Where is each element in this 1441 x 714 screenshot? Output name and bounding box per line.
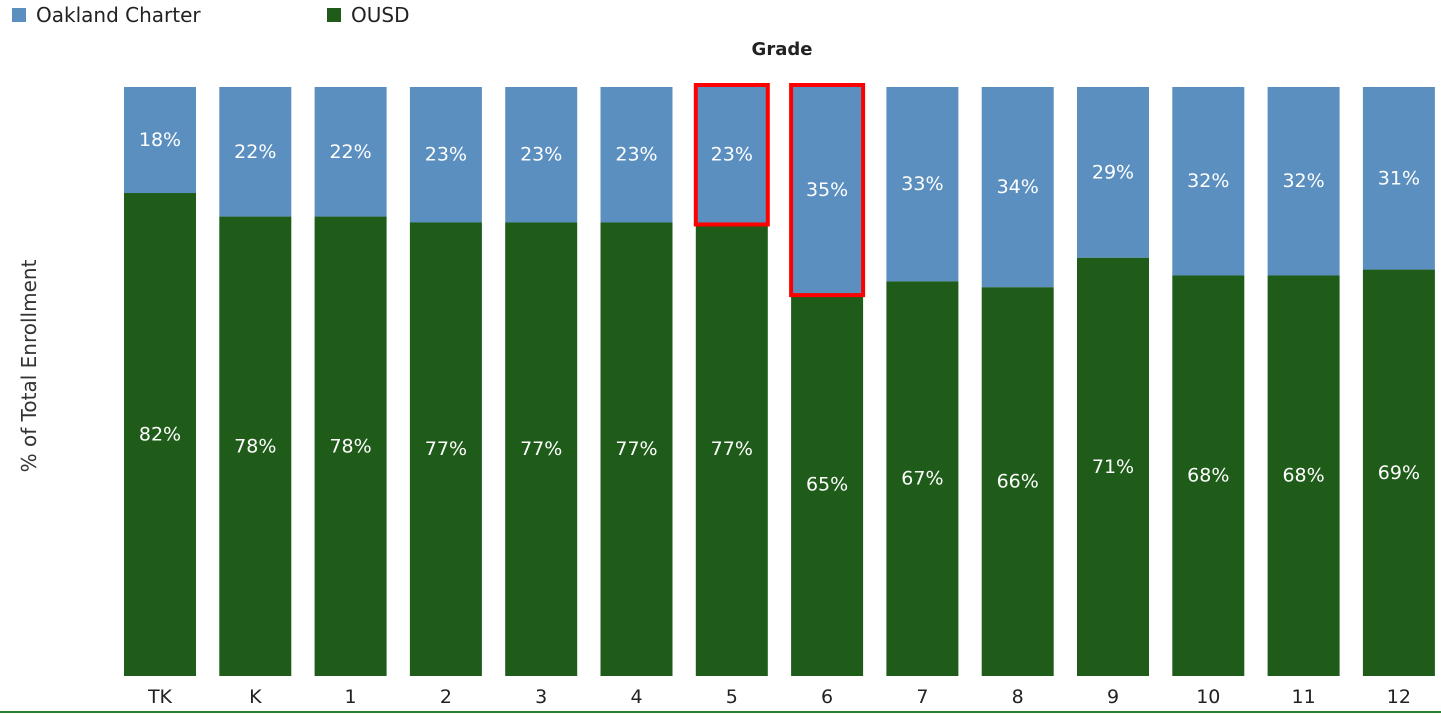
bar-ousd-6 <box>791 293 864 676</box>
data-label-ousd-11: 68% <box>1282 465 1324 487</box>
data-label-ousd-K: 78% <box>234 435 276 457</box>
bar-ousd-10 <box>1172 275 1245 676</box>
bar-ousd-5 <box>695 222 768 676</box>
x-tick-label-6: 6 <box>821 686 833 708</box>
x-axis-ticks: TK K 1 2 3 4 5 6 7 8 9 10 11 12 <box>147 686 1411 708</box>
data-label-ousd-7: 67% <box>901 468 943 490</box>
x-tick-label-5: 5 <box>726 686 738 708</box>
bar-ousd-1 <box>314 216 387 676</box>
data-label-oakland-charter-9: 29% <box>1092 161 1134 183</box>
data-label-oakland-charter-2: 23% <box>425 144 467 166</box>
x-tick-label-12: 12 <box>1387 686 1411 708</box>
data-label-ousd-9: 71% <box>1092 456 1134 478</box>
x-tick-label-11: 11 <box>1292 686 1316 708</box>
data-label-oakland-charter-6: 35% <box>806 179 848 201</box>
data-label-oakland-charter-8: 34% <box>997 176 1039 198</box>
x-tick-label-9: 9 <box>1107 686 1119 708</box>
x-tick-label-10: 10 <box>1196 686 1220 708</box>
data-label-ousd-2: 77% <box>425 438 467 460</box>
data-label-oakland-charter-12: 31% <box>1378 167 1420 189</box>
bar-ousd-8 <box>981 287 1054 676</box>
bar-oakland-charter-12 <box>1362 87 1435 270</box>
bar-oakland-charter-7 <box>886 87 959 282</box>
data-label-ousd-8: 66% <box>997 471 1039 493</box>
bar-oakland-charter-K <box>219 87 292 217</box>
bar-ousd-11 <box>1267 275 1340 676</box>
data-label-ousd-1: 78% <box>329 435 371 457</box>
legend-swatch-oakland-charter <box>12 8 26 22</box>
highlight-boxes <box>693 83 866 298</box>
data-label-ousd-5: 77% <box>711 438 753 460</box>
legend-label-ousd: OUSD <box>351 3 409 27</box>
bar-ousd-7 <box>886 281 959 676</box>
legend-swatch-ousd <box>327 8 341 22</box>
bar-ousd-4 <box>600 222 673 676</box>
bar-oakland-charter-6 <box>791 87 864 294</box>
legend: Oakland Charter OUSD <box>12 3 409 27</box>
bar-oakland-charter-4 <box>600 87 673 223</box>
data-label-ousd-3: 77% <box>520 438 562 460</box>
bar-oakland-charter-9 <box>1077 87 1149 258</box>
bars: 18% 82% 22% 78% 22% 78% 23% 77% 23% 77% 23% 77% 23% 7… <box>124 87 1435 676</box>
bar-ousd-12 <box>1362 269 1435 676</box>
x-tick-label-4: 4 <box>630 686 642 708</box>
highlight-box-6 <box>789 83 866 298</box>
bar-ousd-2 <box>409 222 482 676</box>
x-tick-label-K: K <box>249 686 262 708</box>
data-label-ousd-6: 65% <box>806 474 848 496</box>
bar-oakland-charter-5 <box>695 87 768 223</box>
data-label-oakland-charter-11: 32% <box>1282 170 1324 192</box>
bar-oakland-charter-2 <box>409 87 482 223</box>
x-tick-label-3: 3 <box>535 686 547 708</box>
x-axis-title: Grade <box>752 39 813 60</box>
data-label-oakland-charter-1: 22% <box>329 141 371 163</box>
bar-oakland-charter-TK <box>124 87 196 194</box>
highlight-box-5 <box>693 83 770 227</box>
bar-ousd-3 <box>505 222 578 676</box>
data-label-oakland-charter-5: 23% <box>711 144 753 166</box>
data-label-ousd-TK: 82% <box>139 424 181 446</box>
bar-oakland-charter-11 <box>1267 87 1340 276</box>
bar-oakland-charter-3 <box>505 87 578 223</box>
data-label-ousd-10: 68% <box>1187 465 1229 487</box>
bar-oakland-charter-10 <box>1172 87 1245 276</box>
data-label-ousd-4: 77% <box>615 438 657 460</box>
legend-label-oakland-charter: Oakland Charter <box>36 3 201 27</box>
bar-oakland-charter-1 <box>314 87 387 217</box>
data-label-oakland-charter-4: 23% <box>615 144 657 166</box>
data-label-oakland-charter-TK: 18% <box>139 129 181 151</box>
y-axis-title: % of Total Enrollment <box>17 259 41 472</box>
x-tick-label-2: 2 <box>440 686 452 708</box>
bar-ousd-9 <box>1077 257 1149 676</box>
data-label-oakland-charter-3: 23% <box>520 144 562 166</box>
data-label-oakland-charter-10: 32% <box>1187 170 1229 192</box>
data-label-ousd-12: 69% <box>1378 462 1420 484</box>
data-label-oakland-charter-7: 33% <box>901 173 943 195</box>
x-tick-label-1: 1 <box>345 686 357 708</box>
bar-ousd-TK <box>124 193 196 676</box>
x-tick-label-8: 8 <box>1012 686 1024 708</box>
bar-oakland-charter-8 <box>981 87 1054 288</box>
data-label-oakland-charter-K: 22% <box>234 141 276 163</box>
bar-ousd-K <box>219 216 292 676</box>
x-tick-label-7: 7 <box>916 686 928 708</box>
x-tick-label-TK: TK <box>147 686 173 708</box>
